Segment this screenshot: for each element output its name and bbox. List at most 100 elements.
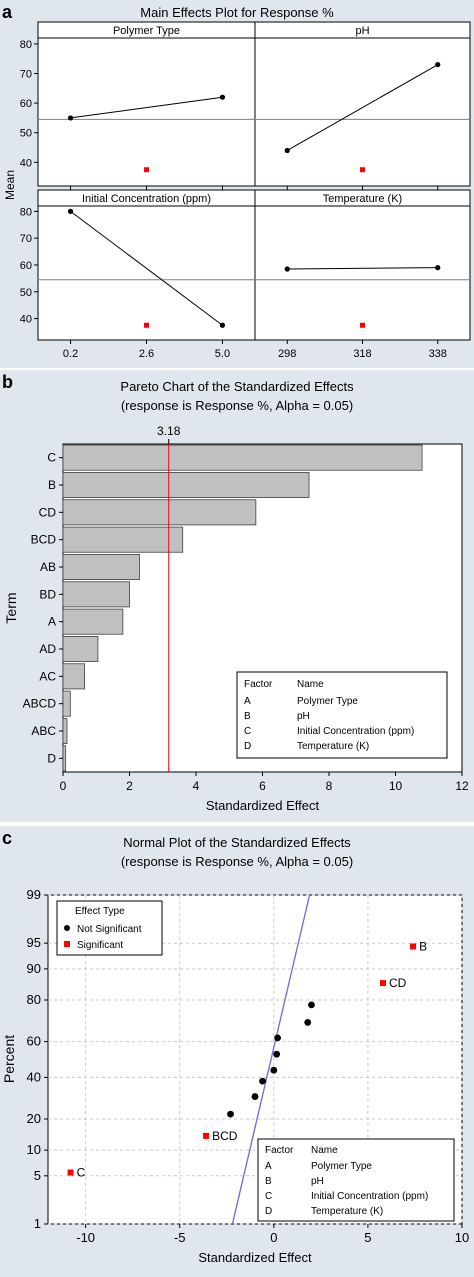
y-axis-label: Mean xyxy=(3,170,17,200)
effect-point xyxy=(67,115,74,121)
term-label: AB xyxy=(40,560,56,574)
y-tick-label: 90 xyxy=(27,961,41,976)
legend-significant-marker xyxy=(64,941,70,947)
legend-header: Factor xyxy=(265,1145,294,1156)
y-tick-label: 60 xyxy=(20,260,32,272)
legend-factor: B xyxy=(244,711,251,722)
significant-point-label: CD xyxy=(389,976,407,990)
panel-label-b: b xyxy=(2,372,13,392)
legend-factor: A xyxy=(265,1161,272,1172)
main-effects-panel: a Main Effects Plot for Response % Mean 4… xyxy=(0,0,474,368)
not-significant-point xyxy=(304,1019,312,1026)
effect-point xyxy=(219,94,226,100)
pareto-panel: b Pareto Chart of the Standardized Effec… xyxy=(0,370,474,822)
term-label: C xyxy=(47,451,56,465)
legend-name: Temperature (K) xyxy=(311,1206,383,1217)
legend-name: pH xyxy=(297,711,310,722)
factor-legend xyxy=(257,1138,455,1222)
pareto-bar xyxy=(62,499,257,526)
pareto-bar xyxy=(62,608,124,635)
y-tick-label: 1 xyxy=(34,1216,41,1231)
x-tick-label: 8 xyxy=(326,779,333,793)
subplot-frame xyxy=(37,189,471,341)
y-tick-label: 5 xyxy=(34,1168,41,1183)
term-label: AC xyxy=(39,669,56,683)
x-axis-label: Standardized Effect xyxy=(198,1250,312,1265)
subplot-title: Polymer Type xyxy=(113,25,180,37)
legend-factor: D xyxy=(244,741,251,752)
y-tick-label: 60 xyxy=(27,1034,41,1049)
term-label: CD xyxy=(39,505,57,519)
legend-significant-label: Significant xyxy=(77,940,123,951)
effect-point xyxy=(284,147,290,154)
x-tick-label: -5 xyxy=(174,1230,186,1245)
significant-point-label: B xyxy=(419,939,427,953)
x-tick-label: 10 xyxy=(455,1230,469,1245)
not-significant-point xyxy=(251,1093,259,1100)
x-tick-label: 6 xyxy=(259,779,266,793)
term-label: A xyxy=(48,615,56,629)
subplot-title: Temperature (K) xyxy=(323,193,402,205)
pareto-bar xyxy=(62,526,184,553)
normal-plot-title: Normal Plot of the Standardized Effects xyxy=(123,835,351,850)
legend-factor: B xyxy=(265,1176,272,1187)
pareto-bar xyxy=(62,636,99,662)
subplot-frame xyxy=(37,21,471,187)
effect-type-legend xyxy=(56,900,163,956)
term-label: ABCD xyxy=(23,697,57,711)
legend-factor: C xyxy=(244,726,251,737)
pareto-bar xyxy=(62,745,67,772)
normal-fit-line xyxy=(231,894,311,1225)
significant-point-label: C xyxy=(77,1166,86,1180)
legend-not-significant-marker xyxy=(64,925,70,931)
effect-line xyxy=(287,64,438,151)
center-point-marker xyxy=(360,167,365,173)
x-tick-label: 10 xyxy=(389,779,403,793)
not-significant-point xyxy=(270,1066,278,1074)
not-significant-point xyxy=(273,1050,281,1058)
legend-name: Initial Concentration (ppm) xyxy=(297,726,414,737)
pareto-title: Pareto Chart of the Standardized Effects xyxy=(120,379,354,394)
subplot-title: pH xyxy=(355,25,369,37)
normal-plot-subtitle: (response is Response %, Alpha = 0.05) xyxy=(120,854,354,869)
effect-point xyxy=(284,266,290,272)
term-label: BCD xyxy=(31,533,57,547)
y-tick-label: 80 xyxy=(20,206,32,218)
main-effects-title: Main Effects Plot for Response % xyxy=(140,5,334,20)
y-tick-label: 10 xyxy=(27,1142,41,1157)
x-tick-label: 298 xyxy=(278,348,296,360)
term-label: AD xyxy=(39,642,56,656)
x-tick-label: -10 xyxy=(76,1230,95,1245)
pareto-bar xyxy=(62,472,310,498)
y-tick-label: 70 xyxy=(20,69,32,81)
legend-name: Initial Concentration (ppm) xyxy=(311,1191,428,1202)
legend-header: Factor xyxy=(244,679,273,690)
pareto-bar xyxy=(62,444,423,471)
significant-point xyxy=(203,1132,210,1139)
y-tick-label: 95 xyxy=(27,935,41,950)
x-axis-label: Standardized Effect xyxy=(206,798,320,813)
pareto-bar xyxy=(62,554,140,580)
x-tick-label: 0 xyxy=(60,779,67,793)
legend-not-significant-label: Not Significant xyxy=(77,924,142,935)
not-significant-point xyxy=(227,1110,234,1118)
y-tick-label: 99 xyxy=(27,887,41,902)
not-significant-point xyxy=(259,1077,266,1085)
term-label: BD xyxy=(39,587,56,601)
significant-point xyxy=(410,943,417,950)
effect-line xyxy=(287,267,438,270)
legend-name: pH xyxy=(311,1176,324,1187)
legend-name: Temperature (K) xyxy=(297,741,369,752)
legend-header: Name xyxy=(297,679,324,690)
y-tick-label: 40 xyxy=(20,314,32,326)
effect-point xyxy=(219,322,226,328)
y-tick-label: 40 xyxy=(27,1069,41,1084)
significant-point-label: BCD xyxy=(212,1129,238,1143)
effect-point xyxy=(435,265,441,271)
panel-label-a: a xyxy=(2,2,13,22)
x-tick-label: 4 xyxy=(193,779,200,793)
x-tick-label: 2 xyxy=(126,779,133,793)
x-tick-label: 2.6 xyxy=(139,348,154,360)
